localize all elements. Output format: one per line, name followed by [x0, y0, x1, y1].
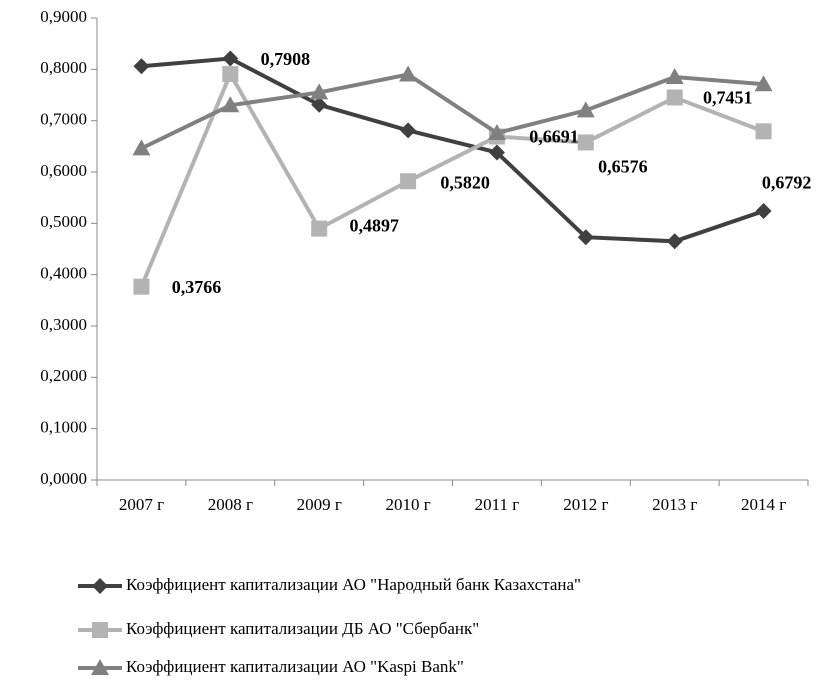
point-marker — [133, 278, 150, 295]
point-marker — [222, 50, 239, 67]
legend-marker — [91, 659, 109, 675]
series-line — [141, 56, 765, 244]
series-line — [140, 72, 764, 151]
legend-entry: Коэффициент капитализации АО "Народный б… — [78, 575, 581, 594]
point-marker — [221, 96, 240, 113]
series-line — [139, 69, 765, 288]
point-marker — [487, 123, 506, 140]
x-tick-label: 2011 г — [475, 495, 520, 514]
value-label: 0,6792 — [762, 172, 812, 192]
point-marker — [132, 139, 151, 156]
x-tick-label: 2014 г — [741, 495, 786, 514]
y-tick-label: 0,5000 — [40, 212, 87, 231]
value-label: 0,4897 — [349, 216, 399, 236]
x-tick-label: 2007 г — [119, 495, 164, 514]
value-label: 0,3766 — [172, 277, 222, 297]
y-tick-label: 0,9000 — [40, 7, 87, 26]
point-marker — [488, 144, 505, 161]
point-marker — [576, 101, 595, 118]
point-marker — [666, 89, 683, 106]
point-marker — [755, 123, 772, 140]
point-marker — [399, 65, 418, 82]
y-tick-label: 0,6000 — [40, 161, 87, 180]
legend-label: Коэффициент капитализации АО "Народный б… — [126, 575, 581, 594]
point-marker — [133, 58, 150, 75]
legend-label: Коэффициент капитализации ДБ АО "Сбербан… — [126, 619, 479, 638]
legend-entry: Коэффициент капитализации ДБ АО "Сбербан… — [78, 619, 479, 638]
x-tick-label: 2012 г — [563, 495, 608, 514]
y-tick-label: 0,8000 — [40, 58, 87, 77]
y-tick-label: 0,1000 — [40, 418, 87, 437]
x-tick-label: 2008 г — [208, 495, 253, 514]
legend-entry: Коэффициент капитализации АО "Kaspi Bank… — [78, 657, 464, 676]
value-label: 0,7908 — [261, 49, 311, 69]
point-marker — [400, 122, 417, 139]
point-marker — [755, 203, 772, 220]
point-marker — [222, 66, 239, 83]
legend-label: Коэффициент капитализации АО "Kaspi Bank… — [126, 657, 464, 676]
y-tick-label: 0,7000 — [40, 110, 87, 129]
x-tick-label: 2010 г — [385, 495, 430, 514]
y-tick-label: 0,0000 — [40, 469, 87, 488]
point-marker — [577, 134, 594, 151]
legend-marker — [92, 578, 108, 594]
x-tick-label: 2013 г — [652, 495, 697, 514]
y-tick-label: 0,3000 — [40, 315, 87, 334]
x-tick-label: 2009 г — [297, 495, 342, 514]
point-marker — [754, 75, 773, 92]
point-marker — [400, 173, 417, 190]
point-marker — [666, 233, 683, 250]
point-marker — [311, 96, 328, 113]
value-label: 0,5820 — [440, 172, 490, 192]
value-label: 0,6691 — [529, 127, 579, 147]
legend-marker — [92, 622, 108, 638]
point-marker — [311, 220, 328, 237]
value-label: 0,7451 — [703, 88, 753, 108]
point-marker — [577, 229, 594, 246]
value-label: 0,6576 — [598, 157, 648, 177]
point-marker — [665, 68, 684, 85]
y-tick-label: 0,2000 — [40, 366, 87, 385]
point-marker — [310, 83, 329, 100]
y-tick-label: 0,4000 — [40, 264, 87, 283]
